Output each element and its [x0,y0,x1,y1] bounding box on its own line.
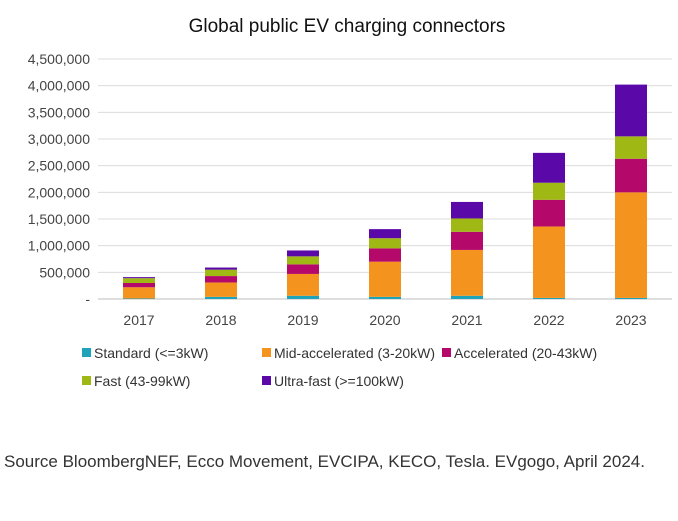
y-tick-label: 3,500,000 [28,104,90,120]
y-tick-label: 3,000,000 [28,131,90,147]
bar-segment [123,283,155,288]
x-axis-ticks: 2017 2018 2019 2020 2021 2022 2023 [123,312,646,328]
x-tick-label: 2021 [451,312,482,328]
y-tick-label: - [85,291,90,307]
x-tick-label: 2018 [205,312,236,328]
bar-segment [369,238,401,249]
bar-segment [369,248,401,262]
x-tick-label: 2022 [533,312,564,328]
bar-segment [615,136,647,159]
gridlines [98,58,672,300]
y-axis-ticks: - 500,000 1,000,000 1,500,000 2,000,000 2,500… [28,51,91,307]
legend-swatch [262,376,271,385]
bar-segment [205,269,237,277]
bar-segment [533,226,565,298]
bar-segment [451,249,483,296]
bar-segment [369,229,401,239]
legend-label: Standard (<=3kW) [94,345,208,361]
legend-swatch [82,376,91,385]
bar-segment [533,297,565,299]
y-tick-label: 1,000,000 [28,238,90,254]
bar-segment [369,296,401,299]
y-tick-label: 1,500,000 [28,211,90,227]
bar-segment [287,264,319,274]
bar-segment [615,297,647,299]
legend-label: Fast (43-99kW) [94,373,190,389]
legend-label: Ultra-fast (>=100kW) [274,373,404,389]
bar-segment [451,201,483,219]
bar-segment [533,199,565,227]
y-tick-label: 4,500,000 [28,51,90,67]
bar-segment [287,273,319,296]
legend-swatch [442,348,451,357]
bar-segment [205,267,237,270]
x-tick-label: 2023 [615,312,646,328]
bar-segment [123,277,155,279]
bar-segment [205,276,237,283]
bars [123,84,647,299]
bar-segment [451,218,483,232]
bar-segment [615,192,647,298]
x-tick-label: 2017 [123,312,154,328]
bar-segment [123,298,155,299]
chart-title: Global public EV charging connectors [189,16,506,37]
bar-segment [369,261,401,297]
y-tick-label: 2,000,000 [28,184,90,200]
legend-label: Mid-accelerated (3-20kW) [274,345,435,361]
bar-segment [533,152,565,183]
legend-label: Accelerated (20-43kW) [454,345,597,361]
y-tick-label: 2,500,000 [28,158,90,174]
y-tick-label: 500,000 [39,264,90,280]
bar-segment [615,84,647,137]
bar-segment [287,256,319,265]
bar-segment [451,231,483,250]
x-tick-label: 2020 [369,312,400,328]
bar-segment [123,287,155,299]
bar-segment [205,296,237,299]
legend: Standard (<=3kW) Mid-accelerated (3-20kW)… [82,345,597,389]
source-note: Source BloombergNEF, Ecco Movement, EVCI… [4,452,645,471]
bar-segment [205,282,237,297]
bar-segment [615,158,647,193]
bar-segment [451,295,483,299]
legend-swatch [262,348,271,357]
bar-segment [287,250,319,257]
y-tick-label: 4,000,000 [28,78,90,94]
bar-segment [123,278,155,283]
chart: Global public EV charging connectors - 50… [28,16,672,389]
bar-segment [287,295,319,299]
bar-segment [533,182,565,200]
x-tick-label: 2019 [287,312,318,328]
legend-swatch [82,348,91,357]
